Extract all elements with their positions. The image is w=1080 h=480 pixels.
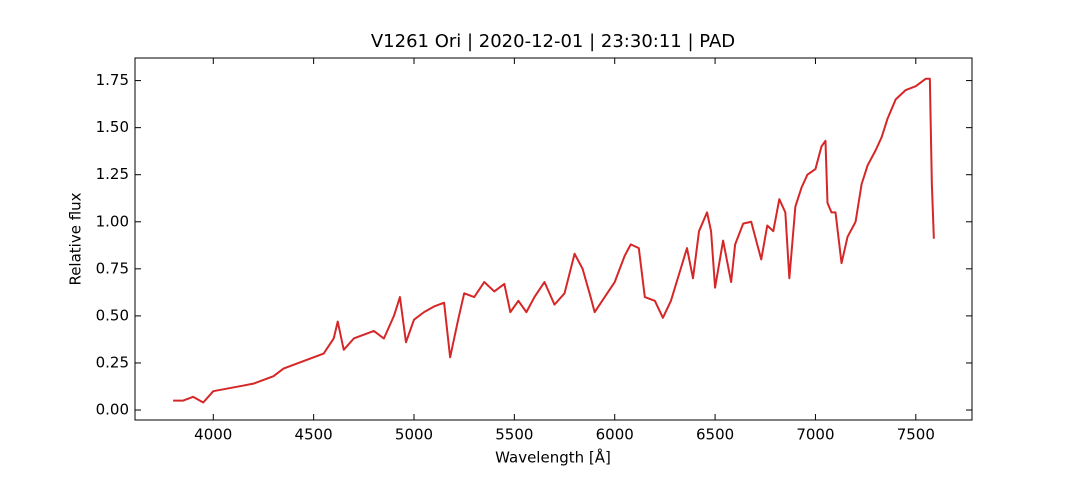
y-tick-label: 1.00 xyxy=(96,212,129,230)
x-tick-label: 5500 xyxy=(495,426,533,444)
y-tick-label: 0.75 xyxy=(96,259,129,277)
y-tick-label: 1.50 xyxy=(96,118,129,136)
x-tick-label: 4500 xyxy=(295,426,333,444)
y-tick-label: 0.50 xyxy=(96,306,129,324)
y-tick-label: 0.00 xyxy=(96,401,129,419)
x-tick-label: 5000 xyxy=(395,426,433,444)
x-tick-label: 6500 xyxy=(696,426,734,444)
y-tick-label: 0.25 xyxy=(96,353,129,371)
y-tick-label: 1.25 xyxy=(96,165,129,183)
x-tick-label: 4000 xyxy=(194,426,232,444)
x-tick-label: 7500 xyxy=(897,426,935,444)
y-tick-label: 1.75 xyxy=(96,71,129,89)
x-tick-label: 6000 xyxy=(596,426,634,444)
y-axis-label: Relative flux xyxy=(67,192,85,285)
chart-title: V1261 Ori | 2020-12-01 | 23:30:11 | PAD xyxy=(371,31,735,52)
series-line xyxy=(173,77,935,404)
x-tick-label: 7000 xyxy=(796,426,834,444)
plot-frame xyxy=(134,57,973,421)
x-axis-label: Wavelength [Å] xyxy=(495,448,611,467)
